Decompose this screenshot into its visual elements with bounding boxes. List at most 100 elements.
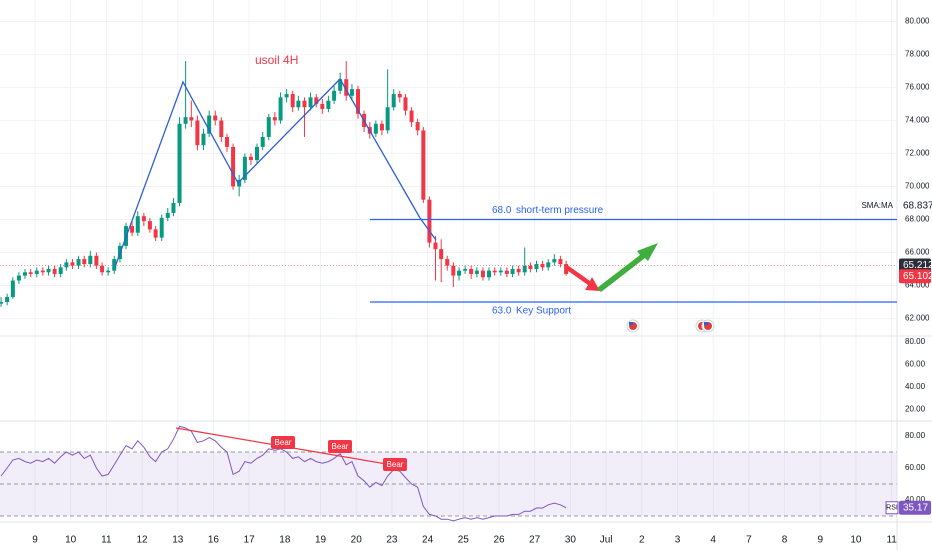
annotation: Bear <box>332 442 349 451</box>
x-tick-label: 26 <box>493 535 505 546</box>
pattern-line <box>419 217 437 241</box>
y-tick-label: 40.00 <box>905 382 926 391</box>
candle-body <box>70 262 75 266</box>
candle-body <box>356 89 361 114</box>
candle-body <box>28 272 33 274</box>
level-text: Key Support <box>516 306 571 317</box>
candle-body <box>558 259 563 265</box>
candle-body <box>165 212 170 218</box>
candle-body <box>189 117 194 121</box>
x-tick-label: 11 <box>101 535 112 546</box>
candle-body <box>385 107 390 131</box>
candle-body <box>177 123 182 203</box>
annotation: Bear <box>275 438 292 447</box>
x-tick-label: 30 <box>565 535 577 546</box>
candle-body <box>0 301 4 304</box>
candle-body <box>254 146 259 161</box>
candle-body <box>469 268 474 274</box>
candle-body <box>94 255 99 266</box>
candle-body <box>34 270 39 274</box>
candle-body <box>82 259 87 265</box>
candle-body <box>409 110 414 123</box>
y-tick-label: 80.00 <box>905 337 926 346</box>
rsi-tag <box>899 500 931 515</box>
price-tag <box>899 258 931 273</box>
candle-body <box>480 270 485 278</box>
candle-body <box>552 259 557 263</box>
y-tick-label: 72.000 <box>905 149 930 158</box>
candle-body <box>510 268 515 274</box>
level-text: short-term pressure <box>516 205 604 216</box>
price-tag-label: 68.837 <box>903 200 932 211</box>
candle-body <box>278 97 283 121</box>
y-tick-label: 78.000 <box>905 50 930 59</box>
candle-body <box>487 270 492 278</box>
candle-body <box>159 217 164 238</box>
candle-body <box>171 202 176 213</box>
y-tick-label: 66.000 <box>905 248 930 257</box>
down-arrow <box>564 264 600 291</box>
rsi-tag-label: 35.17 <box>903 502 928 513</box>
y-tick-label: 20.00 <box>905 405 926 414</box>
candle-body <box>457 270 462 276</box>
candle-body <box>201 133 206 146</box>
x-tick-label: 4 <box>710 535 716 546</box>
candle-body <box>76 259 81 266</box>
candle-body <box>427 199 432 243</box>
price-tag <box>899 269 931 284</box>
x-tick-label: 24 <box>422 535 434 546</box>
candle-body <box>302 100 307 108</box>
y-tick-label: 62.000 <box>905 314 930 323</box>
event-icon <box>695 319 715 333</box>
candle-body <box>445 259 450 266</box>
x-tick-label: 10 <box>850 535 862 546</box>
chart-title: usoil 4H <box>255 53 298 67</box>
level-value: 68.0 <box>492 205 512 216</box>
candle-body <box>421 130 426 200</box>
candle-body <box>534 264 539 269</box>
candle-body <box>451 265 456 276</box>
x-tick-label: 2 <box>639 535 645 546</box>
candle-body <box>147 221 152 230</box>
x-tick-label: 17 <box>244 535 256 546</box>
candle-body <box>379 123 384 131</box>
candle-body <box>231 146 236 187</box>
candle-body <box>242 156 247 180</box>
overlay: 9 10 11 12 13 16 17 18 19 20 23 24 25 26 27 30 Jul 2 3 4 7 8 9… <box>32 17 932 546</box>
candle-body <box>112 259 117 271</box>
candle-body <box>260 136 265 147</box>
x-tick-label: 13 <box>172 535 184 546</box>
annotation-box <box>328 440 352 453</box>
x-tick-label: 11 <box>886 535 897 546</box>
x-tick-label: 9 <box>32 535 38 546</box>
price-tag <box>899 198 931 213</box>
rsi-line <box>0 425 567 522</box>
y-tick-label: 40.00 <box>905 495 926 504</box>
candle-body <box>106 270 111 273</box>
annotation-box <box>271 436 295 449</box>
candle-body <box>248 156 253 161</box>
candle-body <box>207 115 212 134</box>
rsi-name: RSI <box>886 505 898 512</box>
candle-body <box>46 268 51 273</box>
candle-body <box>141 216 146 222</box>
candle-body <box>100 265 105 273</box>
x-tick-label: 3 <box>675 535 681 546</box>
candle-body <box>296 100 301 108</box>
candle-body <box>40 270 45 273</box>
candle-body <box>135 216 140 233</box>
y-tick-label: 80.00 <box>905 431 926 440</box>
candle-body <box>237 179 242 187</box>
candle-body <box>58 267 63 274</box>
candle-body <box>266 117 271 137</box>
price-tag-label: 65.212 <box>903 260 932 271</box>
candle-body <box>314 97 319 104</box>
candle-body <box>64 262 69 268</box>
candle-body <box>391 94 396 108</box>
candle-body <box>153 229 158 238</box>
y-tick-label: 74.000 <box>905 116 930 125</box>
candle-body <box>308 97 313 108</box>
candle-body <box>326 100 331 109</box>
candle-body <box>22 272 27 276</box>
